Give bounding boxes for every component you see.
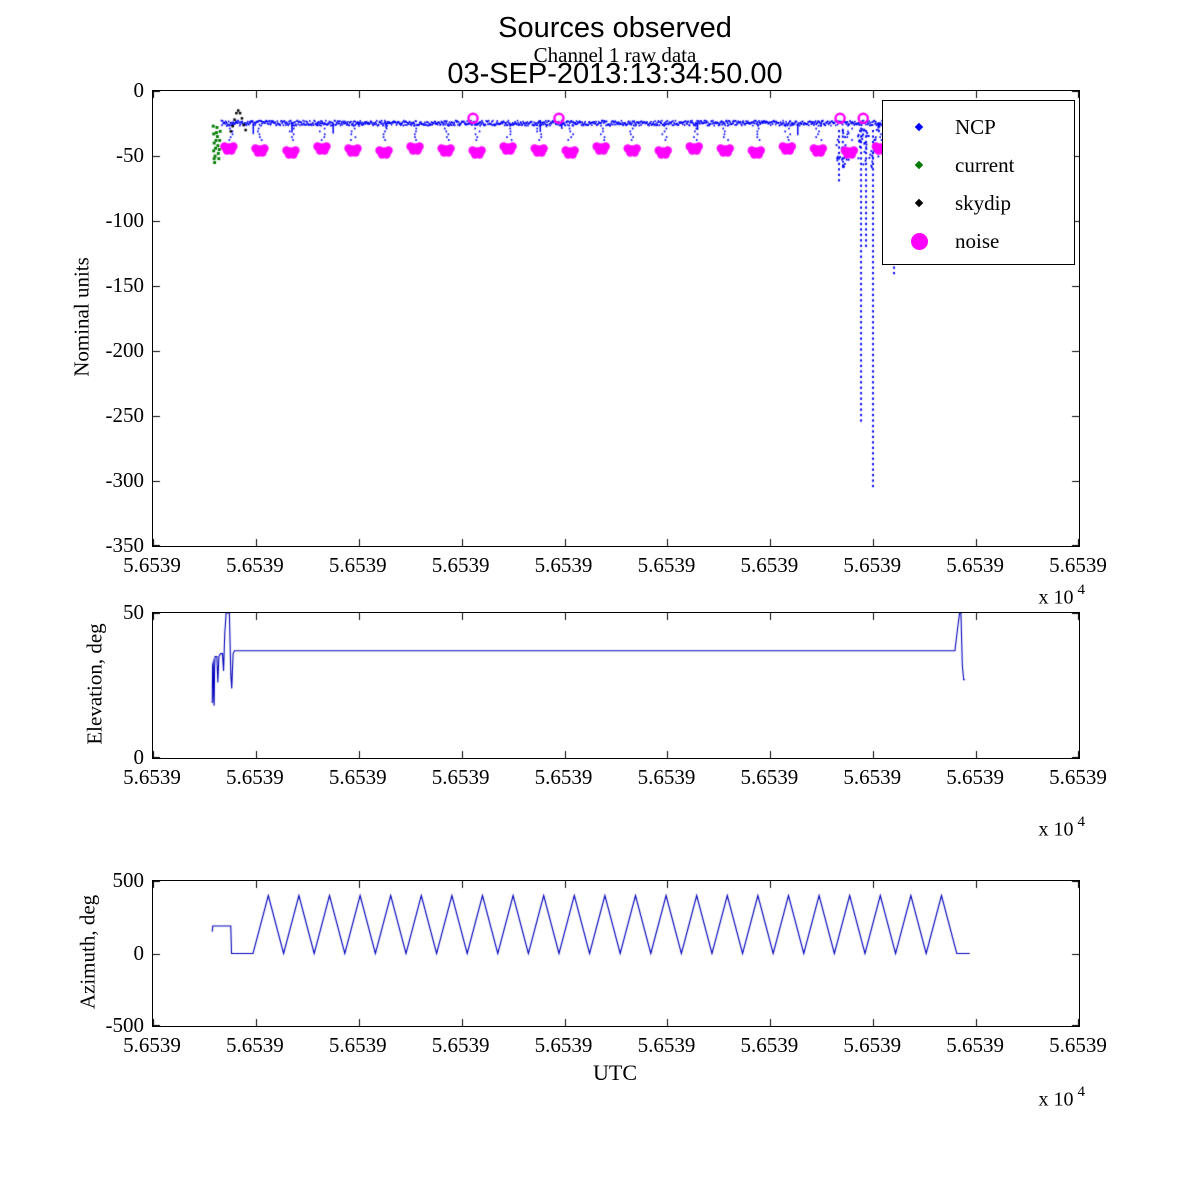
elevation-plot-canvas xyxy=(153,613,1079,758)
azimuth-plot-canvas xyxy=(153,881,1079,1026)
x-tick-label: 5.6539 xyxy=(946,553,1004,577)
x-tick-label: 5.6539 xyxy=(740,765,799,789)
y-tick-label: -500 xyxy=(105,1013,145,1037)
chart-date-title: 03-SEP-2013:13:34:50.00 xyxy=(447,58,783,90)
x-tick-label: 5.6539 xyxy=(226,765,284,789)
y-tick-label: 0 xyxy=(133,940,145,965)
y-tick-label: -100 xyxy=(105,208,145,232)
y-tick-label: -50 xyxy=(116,143,144,167)
x-tick-label: 5.6539 xyxy=(534,1033,593,1057)
x-tick-label: 5.6539 xyxy=(431,553,490,577)
x-tick-label: 5.6539 xyxy=(740,553,799,577)
chart-subtitle: Channel 1 raw data xyxy=(533,43,697,67)
x-tick-label: 5.6539 xyxy=(637,553,696,577)
NCP-legend-marker-icon xyxy=(914,122,924,132)
x-tick-label: 5.6539 xyxy=(1049,553,1107,577)
legend-row: noise xyxy=(883,222,1074,260)
y-tick-label: -350 xyxy=(105,533,145,557)
y-tick-label: 50 xyxy=(123,600,144,624)
x-tick-label: 5.6539 xyxy=(123,765,181,789)
legend: NCP current skydip noise xyxy=(882,100,1075,265)
y-axis-label-elevation: Elevation, deg xyxy=(82,623,107,745)
x-tick-label: 5.6539 xyxy=(328,1033,387,1057)
x-axis-label-utc: UTC xyxy=(593,1060,637,1085)
x-tick-label: 5.6539 xyxy=(843,765,902,789)
x-tick-label: 5.6539 xyxy=(431,1033,490,1057)
y-tick-label: -300 xyxy=(105,468,145,492)
y-tick-label: 500 xyxy=(112,868,145,892)
x-tick-label: 5.6539 xyxy=(1049,1033,1107,1057)
legend-row: current xyxy=(883,146,1074,184)
skydip-legend-marker-icon xyxy=(914,198,924,208)
x-tick-label: 5.6539 xyxy=(637,1033,696,1057)
noise-legend-marker-icon xyxy=(910,232,928,250)
x-tick-label: 5.6539 xyxy=(123,1033,181,1057)
x-tick-label: 5.6539 xyxy=(431,765,490,789)
legend-label: skydip xyxy=(955,190,1012,215)
legend-label: NCP xyxy=(955,114,996,139)
x-tick-label: 5.6539 xyxy=(740,1033,799,1057)
current-legend-marker-icon xyxy=(914,160,924,170)
x-tick-label: 5.6539 xyxy=(123,553,181,577)
x-tick-label: 5.6539 xyxy=(946,1033,1004,1057)
y-tick-label: 0 xyxy=(133,78,145,102)
x-tick-label: 5.6539 xyxy=(843,1033,902,1057)
x-tick-label: 5.6539 xyxy=(328,553,387,577)
y-tick-label: -150 xyxy=(105,273,145,297)
y-tick-label: 0 xyxy=(133,745,145,769)
chart-title: Sources observed xyxy=(498,12,732,44)
x-tick-label: 5.6539 xyxy=(946,765,1004,789)
x-axis-exponent-bottom: x 10 4 xyxy=(1038,1084,1086,1111)
x-axis-exponent-top: x 10 4 xyxy=(1038,582,1086,609)
x-tick-label: 5.6539 xyxy=(843,553,902,577)
x-tick-label: 5.6539 xyxy=(1049,765,1107,789)
x-axis-exponent-middle: x 10 4 xyxy=(1038,814,1086,841)
legend-row: NCP xyxy=(883,108,1074,146)
plot-azimuth xyxy=(152,880,1080,1027)
y-tick-label: -200 xyxy=(105,338,145,362)
legend-label: current xyxy=(955,152,1015,177)
x-tick-label: 5.6539 xyxy=(226,1033,284,1057)
legend-label: noise xyxy=(955,228,1000,253)
y-tick-label: -250 xyxy=(105,403,145,427)
x-tick-label: 5.6539 xyxy=(637,765,696,789)
legend-row: skydip xyxy=(883,184,1074,222)
x-tick-label: 5.6539 xyxy=(534,765,593,789)
x-tick-label: 5.6539 xyxy=(534,553,593,577)
x-tick-label: 5.6539 xyxy=(328,765,387,789)
plot-elevation xyxy=(152,612,1080,759)
x-tick-label: 5.6539 xyxy=(226,553,284,577)
